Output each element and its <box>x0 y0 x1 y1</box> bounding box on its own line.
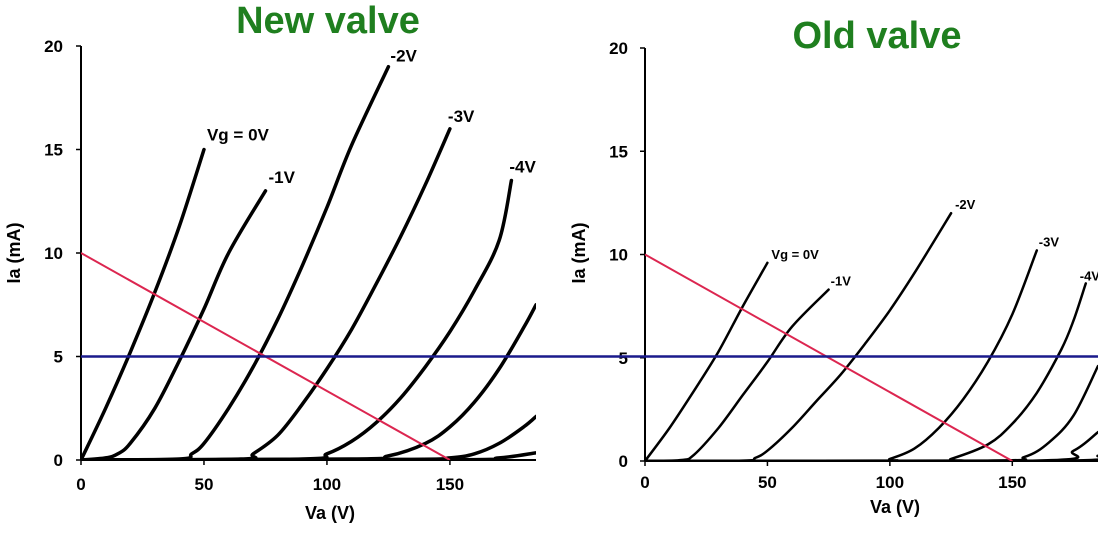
x-tick-label: 0 <box>76 475 85 494</box>
x-axis-label: Va (V) <box>870 497 920 517</box>
y-tick-label: 10 <box>44 244 63 263</box>
characteristic-curve <box>645 364 1098 461</box>
new-valve-chart: New valve Ia (mA) Va (V) 0 5 10 15 20 0 50 100 1… <box>4 0 537 523</box>
characteristic-curve <box>645 282 1088 461</box>
x-tick-label: 100 <box>313 475 341 494</box>
characteristic-curve <box>81 303 536 460</box>
plot-area <box>645 211 1098 461</box>
characteristic-curve <box>645 261 769 461</box>
chart-title: Old valve <box>793 15 962 57</box>
curve-labels: Vg = 0V -1V -2V -3V -4V <box>771 197 1098 288</box>
x-tick-label: 50 <box>758 473 777 492</box>
x-tick-label: 150 <box>436 475 464 494</box>
characteristic-curve <box>81 127 452 460</box>
curve-label: -1V <box>831 274 852 289</box>
curve-label: -1V <box>268 168 295 187</box>
y-tick-label: 5 <box>619 349 628 368</box>
curve-label: Vg = 0V <box>771 247 819 262</box>
curve-label: -2V <box>955 197 976 212</box>
curve-label: -4V <box>509 158 536 177</box>
x-tick-label: 150 <box>998 473 1026 492</box>
x-tick-label: 50 <box>195 475 214 494</box>
old-valve-chart: Old valve Ia (mA) Va (V) 0 5 10 15 20 0 50 100 1… <box>569 15 1098 517</box>
y-tick-label: 15 <box>44 141 63 160</box>
y-tick-label: 0 <box>619 452 628 471</box>
characteristic-curve <box>81 414 536 460</box>
x-axis-label: Va (V) <box>305 503 355 523</box>
y-tick-label: 15 <box>609 142 628 161</box>
curve-label: -3V <box>448 107 475 126</box>
x-tick-label: 100 <box>876 473 904 492</box>
characteristic-curve <box>81 64 391 460</box>
curve-label: -2V <box>390 47 417 66</box>
curve-label: Vg = 0V <box>207 126 270 145</box>
y-tick-label: 10 <box>609 246 628 265</box>
characteristic-curve <box>81 178 514 460</box>
y-tick-label: 0 <box>54 451 63 470</box>
characteristic-curve <box>81 189 268 460</box>
tick-layer: 0 5 10 15 20 0 50 100 150 <box>609 39 1098 492</box>
tick-layer: 0 5 10 15 20 0 50 100 150 <box>44 37 536 494</box>
x-tick-label: 0 <box>640 473 649 492</box>
y-tick-label: 20 <box>609 39 628 58</box>
y-axis-label: Ia (mA) <box>4 222 24 283</box>
characteristic-curve <box>81 147 206 460</box>
y-tick-label: 5 <box>54 348 63 367</box>
curve-label: -4V <box>1080 268 1098 283</box>
curve-label: -3V <box>1039 234 1060 249</box>
y-axis-label: Ia (mA) <box>569 222 589 283</box>
chart-title: New valve <box>236 0 420 42</box>
y-tick-label: 20 <box>44 37 63 56</box>
plot-area <box>81 64 536 460</box>
curve-labels: Vg = 0V -1V -2V -3V -4V <box>207 47 537 187</box>
characteristic-curve <box>645 454 1098 461</box>
